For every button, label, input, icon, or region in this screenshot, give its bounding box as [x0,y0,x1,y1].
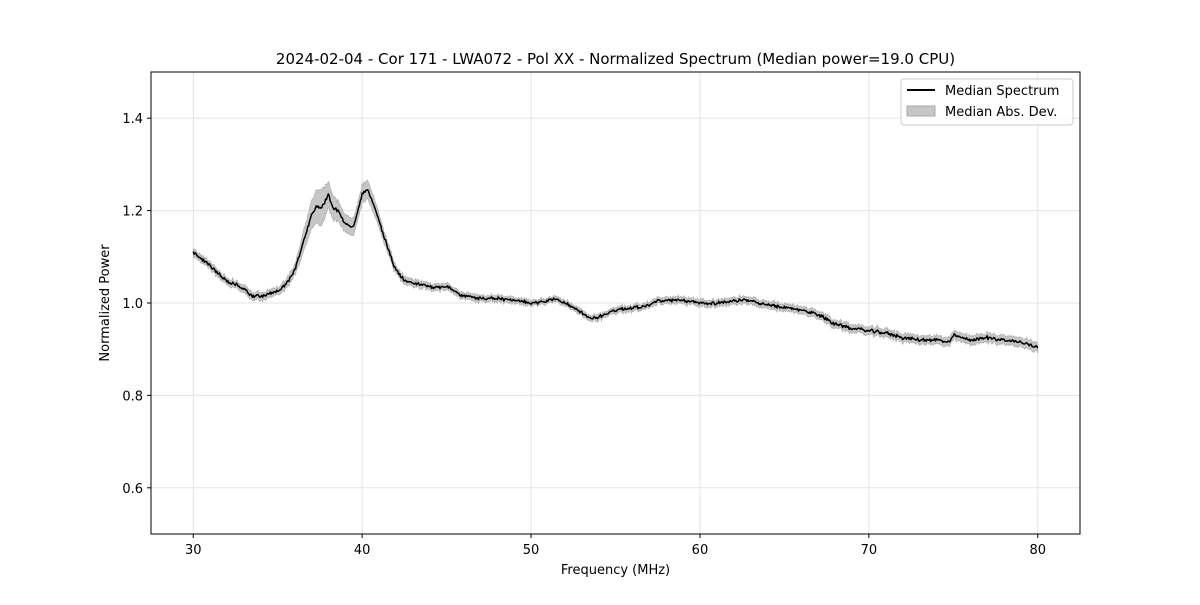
median-spectrum-line [192,189,1039,349]
x-axis-label: Frequency (MHz) [561,563,670,578]
x-tick-label: 30 [185,543,202,558]
y-tick-label: 0.6 [122,482,143,497]
x-tick-label: 70 [861,543,878,558]
y-tick-label: 1.0 [122,297,143,312]
y-tick-label: 1.4 [122,112,143,127]
axis-ticks: 30 40 50 60 70 80 0.6 0.8 1.0 1.2 1.4 [122,112,1046,558]
legend-mad-swatch [906,105,936,117]
y-axis-label: Normalized Power [98,244,113,362]
legend-box [900,78,1074,126]
chart-title: 2024-02-04 - Cor 171 - LWA072 - Pol XX -… [276,50,955,68]
median-line-layer [192,189,1039,349]
x-tick-label: 60 [692,543,709,558]
legend-mad-label: Median Abs. Dev. [945,105,1057,120]
y-tick-label: 1.2 [122,205,143,220]
x-tick-label: 80 [1029,543,1046,558]
y-tick-label: 0.8 [122,389,143,404]
legend: Median Spectrum Median Abs. Dev. [900,78,1074,126]
legend-median-spectrum-label: Median Spectrum [945,84,1059,99]
x-tick-label: 50 [523,543,540,558]
x-tick-label: 40 [354,543,371,558]
